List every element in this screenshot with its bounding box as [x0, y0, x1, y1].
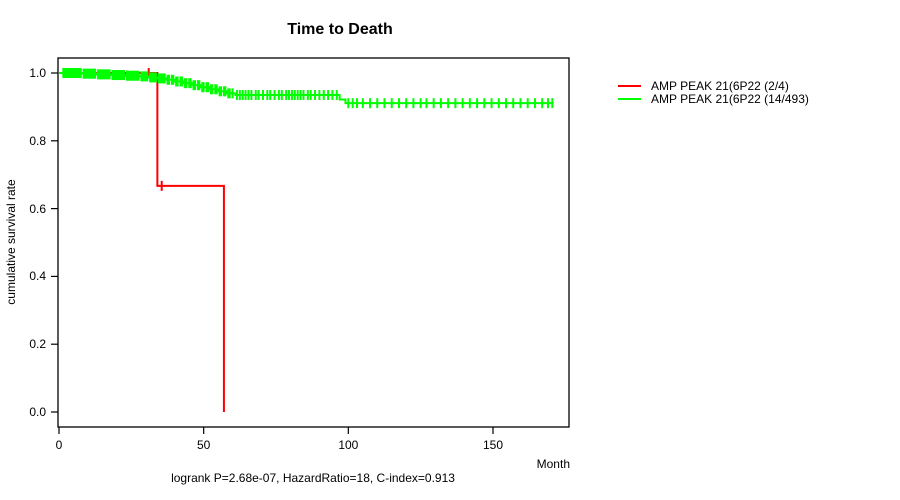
legend-item-1: AMP PEAK 21(6P22 (14/493)	[618, 92, 809, 106]
legend-item-0: AMP PEAK 21(6P22 (2/4)	[618, 79, 809, 93]
legend-line-swatch	[618, 98, 641, 100]
y-tick-label: 0.4	[29, 269, 46, 284]
x-tick-label: 100	[338, 438, 359, 452]
x-tick-label: 150	[482, 438, 504, 452]
legend-line-swatch	[618, 85, 641, 87]
x-axis-label: Month	[536, 457, 570, 471]
statistics-annotation: logrank P=2.68e-07, HazardRatio=18, C-in…	[171, 471, 455, 485]
legend-label: AMP PEAK 21(6P22 (2/4)	[651, 79, 789, 93]
y-tick-label: 1.0	[29, 66, 46, 80]
y-tick-label: 0.2	[29, 337, 46, 352]
survival-curve-0	[59, 72, 225, 412]
legend-label: AMP PEAK 21(6P22 (14/493)	[651, 92, 809, 106]
y-tick-label: 0.0	[29, 405, 46, 419]
legend: AMP PEAK 21(6P22 (2/4) AMP PEAK 21(6P22 (…	[618, 79, 809, 106]
chart-title: Time to Death	[287, 21, 393, 38]
y-tick-label: 0.6	[29, 201, 46, 216]
x-tick-label: 50	[196, 438, 211, 452]
x-tick-label: 0	[55, 438, 63, 452]
plot-box	[57, 57, 570, 428]
y-axis-label: cumulative survival rate	[4, 179, 18, 305]
y-tick-label: 0.8	[29, 133, 46, 148]
